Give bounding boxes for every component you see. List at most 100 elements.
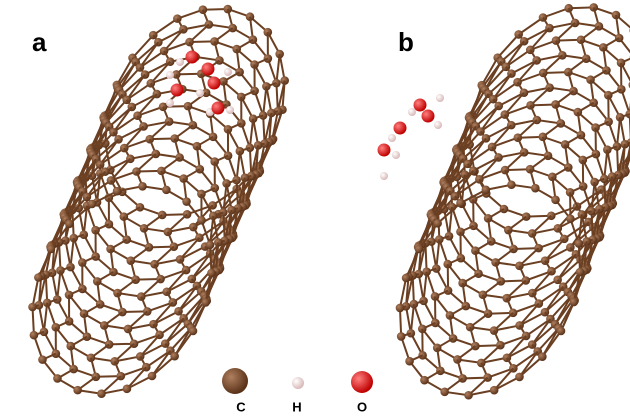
bond	[617, 117, 620, 146]
hydrogen-atom	[226, 106, 234, 114]
carbon-atom	[515, 373, 524, 382]
bond-ring	[105, 9, 284, 215]
carbon-atom	[189, 327, 198, 336]
nanotube	[396, 3, 630, 399]
oxygen-atom	[394, 122, 407, 135]
oxygen-atom	[186, 51, 199, 64]
hydrogen-atom	[380, 172, 388, 180]
bond	[263, 86, 266, 115]
oxygen-atom	[414, 99, 427, 112]
carbon-atom	[28, 303, 37, 312]
carbon-atom	[449, 334, 458, 343]
nanotubes	[28, 3, 630, 399]
carbon-atom	[566, 215, 575, 224]
legend-carbon	[222, 368, 248, 394]
carbon-atom	[162, 186, 171, 195]
legend-label: O	[357, 399, 367, 414]
carbon-atom	[201, 298, 210, 307]
carbon-atom	[575, 239, 584, 248]
carbon-atom	[490, 386, 499, 395]
legend-hydrogen	[292, 377, 304, 389]
carbon-atom	[456, 199, 465, 208]
carbon-atom	[207, 269, 216, 278]
carbon-atom	[397, 332, 406, 341]
carbon-atom	[415, 245, 424, 254]
bond	[436, 239, 439, 268]
bond-ring	[92, 41, 271, 247]
bond	[57, 270, 60, 299]
carbon-atom	[551, 196, 560, 205]
bond-ring	[39, 171, 218, 377]
bond	[237, 151, 240, 180]
panel-label: b	[398, 27, 414, 57]
carbon-atom	[604, 117, 613, 126]
carbon-atom	[405, 357, 414, 366]
carbon-atom	[53, 374, 62, 383]
oxygen-atom	[212, 102, 225, 115]
carbon-atom	[147, 79, 156, 88]
carbon-atom	[65, 220, 74, 229]
carbon-atom	[182, 197, 191, 206]
carbon-atom	[457, 254, 466, 263]
carbon-atom	[576, 268, 585, 277]
hydrogen-atom	[388, 134, 396, 142]
carbon-atom	[396, 304, 405, 313]
nanotube	[28, 5, 289, 398]
carbon-atom	[148, 372, 157, 381]
bond	[604, 150, 607, 179]
carbon-atom	[507, 180, 516, 189]
bond-ring	[52, 138, 231, 344]
bond	[424, 272, 427, 301]
carbon-atom	[170, 352, 179, 361]
carbon-atom	[197, 216, 206, 225]
hydrogen-atom	[392, 151, 400, 159]
oxygen-atom	[378, 144, 391, 157]
bond	[250, 119, 253, 148]
legend-oxygen	[351, 371, 373, 393]
oxygen-atom	[202, 63, 215, 76]
carbon-atom	[464, 391, 473, 400]
carbon-atom	[73, 386, 82, 395]
carbon-atom	[469, 222, 478, 231]
oxygen-atom	[171, 84, 184, 97]
hydrogen-atom	[408, 108, 416, 116]
carbon-atom	[113, 187, 122, 196]
carbon-atom	[402, 274, 411, 283]
carbon-atom	[420, 376, 429, 385]
bond	[411, 304, 414, 333]
carbon-atom	[138, 182, 147, 191]
oxygen-atom	[422, 110, 435, 123]
bond-ring	[65, 106, 244, 312]
carbon-atom	[38, 355, 47, 364]
hydrogen-atom	[166, 99, 174, 107]
bond-ring	[72, 89, 251, 296]
carbon-atom	[264, 54, 273, 63]
carbon-atom	[557, 327, 566, 336]
figure: a b C H O	[0, 0, 630, 416]
carbon-atom	[474, 269, 483, 278]
carbon-atom	[107, 176, 116, 185]
bond	[276, 54, 279, 83]
carbon-atom	[482, 186, 491, 195]
carbon-atom	[433, 219, 442, 228]
carbon-atom	[487, 237, 496, 246]
carbon-atom	[538, 352, 547, 361]
carbon-atom	[206, 241, 215, 250]
carbon-atom	[531, 184, 540, 193]
hydrogen-atom	[166, 71, 174, 79]
carbon-atom	[570, 298, 579, 307]
hydrogen-atom	[176, 58, 184, 66]
hydrogen-atom	[196, 89, 204, 97]
bond	[71, 238, 74, 267]
legend-label: C	[236, 399, 246, 414]
carbon-atom	[440, 388, 449, 397]
hydrogen-atom	[434, 121, 442, 129]
carbon-atom	[97, 389, 106, 398]
carbon-atom	[30, 331, 39, 340]
carbon-atom	[47, 245, 56, 254]
carbon-atom	[34, 273, 43, 282]
panel-label: a	[32, 27, 47, 57]
carbon-atom	[431, 319, 440, 328]
carbon-atom	[88, 200, 97, 209]
bond	[44, 303, 47, 332]
